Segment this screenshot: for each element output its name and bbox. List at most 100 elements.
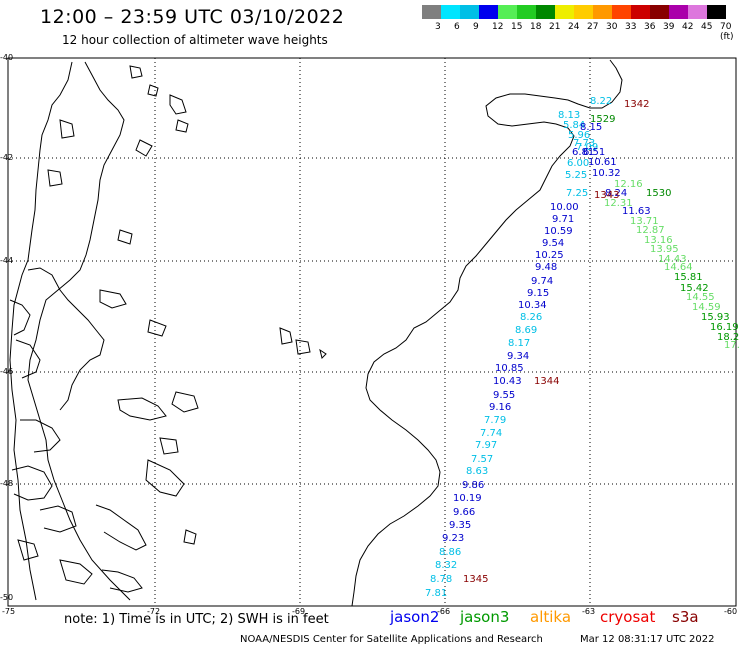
- colorbar-swatch: [631, 5, 650, 19]
- wave-height-label: 10.59: [544, 226, 573, 237]
- wave-height-label: 9.74: [531, 276, 553, 287]
- wave-height-label: 14.43: [658, 254, 687, 265]
- wave-height-label: 9.54: [542, 238, 564, 249]
- wave-height-label: 8.13: [558, 110, 580, 121]
- colorbar-label: 6: [454, 22, 460, 32]
- colorbar-swatch: [498, 5, 517, 19]
- footer-credit: NOAA/NESDIS Center for Satellite Applica…: [240, 634, 543, 645]
- wave-height-label: 8.69: [515, 325, 537, 336]
- lon-label: -63: [582, 607, 595, 616]
- colorbar-label: 24: [568, 22, 580, 32]
- lat-label: -44: [0, 256, 13, 265]
- colorbar-swatch: [422, 5, 441, 19]
- wave-height-label: 10.34: [518, 300, 547, 311]
- colorbar-swatch: [707, 5, 726, 19]
- lon-label: -66: [437, 607, 450, 616]
- wave-height-label: 9.23: [442, 533, 464, 544]
- wave-height-label: 10.25: [535, 250, 564, 261]
- colorbar-swatch: [650, 5, 669, 19]
- wave-height-label: 8.17: [508, 338, 530, 349]
- wave-height-label: 13.71: [630, 216, 659, 227]
- footnote: note: 1) Time is in UTC; 2) SWH is in fe…: [64, 612, 329, 627]
- wave-height-label: 7.73: [573, 138, 595, 149]
- colorbar-swatch: [536, 5, 555, 19]
- wave-height-label: 10.61: [588, 157, 617, 168]
- colorbar-swatch: [612, 5, 631, 19]
- colorbar-label: 36: [644, 22, 656, 32]
- wave-height-label: 14.59: [692, 302, 721, 313]
- wave-height-label: 8.78: [430, 574, 452, 585]
- colorbar-swatch: [574, 5, 593, 19]
- colorbar-swatch: [517, 5, 536, 19]
- wave-height-label: 10.19: [453, 493, 482, 504]
- wave-height-label: 12.16: [614, 179, 643, 190]
- legend-jason2: jason2: [390, 608, 440, 626]
- wave-height-label: 7.81: [425, 588, 447, 599]
- lat-label: -40: [0, 53, 13, 62]
- wave-height-label: 17.: [724, 340, 740, 351]
- wave-height-label: 11.63: [622, 206, 651, 217]
- lat-label: -46: [0, 367, 13, 376]
- wave-height-label: 16.19: [710, 322, 739, 333]
- wave-height-label: 8.86: [439, 547, 461, 558]
- wave-height-label: 6.00: [567, 158, 589, 169]
- jason3-time-label: 1530: [646, 188, 671, 199]
- lon-label: -60: [724, 607, 737, 616]
- map-subtitle: 12 hour collection of altimeter wave hei…: [62, 33, 328, 47]
- wave-height-label: 15.42: [680, 283, 709, 294]
- wave-height-label: 8.32: [435, 560, 457, 571]
- wave-height-label: 15.93: [701, 312, 730, 323]
- colorbar-label: 45: [701, 22, 713, 32]
- wave-height-label: 12.87: [636, 225, 665, 236]
- cryosat-time-label: 1345: [463, 574, 488, 585]
- wave-height-label: 9.55: [493, 390, 515, 401]
- colorbar-label: 18: [530, 22, 542, 32]
- footer-date: Mar 12 08:31:17 UTC 2022: [580, 634, 715, 645]
- legend-altika: altika: [530, 608, 572, 626]
- wave-height-label: 7.74: [480, 428, 502, 439]
- cryosat-time-label: 1342: [624, 99, 649, 110]
- wave-height-label: 15.81: [674, 272, 703, 283]
- wave-height-label: 14.64: [664, 262, 693, 273]
- wave-height-label: 8.26: [520, 312, 542, 323]
- map-title: 12:00 – 23:59 UTC 03/10/2022: [40, 6, 345, 28]
- colorbar-label: 42: [682, 22, 694, 32]
- lat-label: -50: [0, 593, 13, 602]
- jason3-time-label: 1529: [590, 114, 615, 125]
- graticule: [8, 58, 736, 606]
- colorbar-swatch: [479, 5, 498, 19]
- colorbar-label: 12: [492, 22, 504, 32]
- colorbar-label: 30: [606, 22, 618, 32]
- wave-height-label: 12.31: [604, 198, 633, 209]
- wave-height-label: 9.16: [489, 402, 511, 413]
- colorbar-swatch: [688, 5, 707, 19]
- lon-label: -72: [147, 607, 160, 616]
- wave-height-label: 7.25: [566, 188, 588, 199]
- legend-cryosat: cryosat: [600, 608, 656, 626]
- wave-height-label: 13.16: [644, 235, 673, 246]
- wave-height-label: 14.55: [686, 292, 715, 303]
- wave-height-label: 10.85: [495, 363, 524, 374]
- wave-height-label: 5.25: [565, 170, 587, 181]
- wave-height-label: 6.51: [583, 147, 605, 158]
- colorbar-label: 39: [663, 22, 675, 32]
- argentina-coastline: [279, 59, 623, 607]
- track-labels: 8.22 8.135.848.155.967.737.096.816.516.00…: [425, 96, 740, 599]
- wave-height-label: 7.57: [471, 454, 493, 465]
- wave-height-label: 9.48: [535, 262, 557, 273]
- wave-height-label: 7.97: [475, 440, 497, 451]
- wave-height-label: 8.15: [580, 122, 602, 133]
- wave-height-label: 9.66: [453, 507, 475, 518]
- legend-jason3: jason3: [460, 608, 510, 626]
- colorbar-swatch: [669, 5, 688, 19]
- wave-height-label: 7.09: [576, 142, 598, 153]
- colorbar-label: 21: [549, 22, 561, 32]
- lon-label: -75: [2, 607, 15, 616]
- colorbar-label: 70 (ft): [720, 22, 734, 42]
- colorbar-label: 9: [473, 22, 479, 32]
- wave-height-label: 8.24: [605, 188, 627, 199]
- colorbar-swatch: [460, 5, 479, 19]
- wave-height-label: 9.34: [507, 351, 529, 362]
- lat-label: -48: [0, 479, 13, 488]
